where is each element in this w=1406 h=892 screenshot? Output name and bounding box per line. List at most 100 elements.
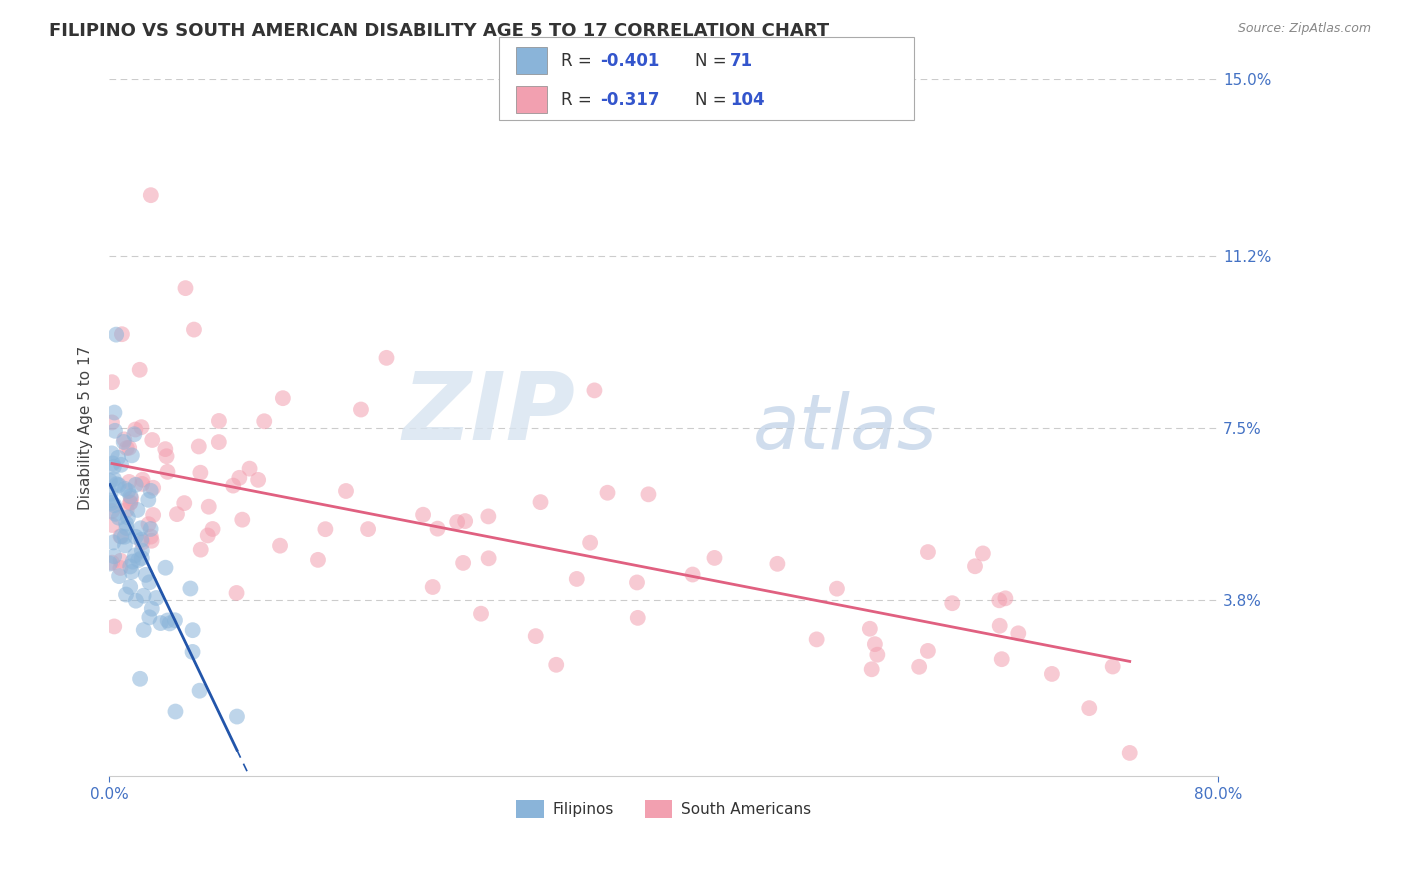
Point xyxy=(112,434,135,449)
Point xyxy=(112,433,135,447)
Point xyxy=(357,522,380,536)
Point xyxy=(121,565,143,579)
Point xyxy=(155,449,177,463)
Point xyxy=(114,482,136,496)
Point xyxy=(988,593,1011,607)
Point xyxy=(225,586,247,600)
Point xyxy=(120,491,142,506)
Y-axis label: Disability Age 5 to 17: Disability Age 5 to 17 xyxy=(79,345,93,509)
Point xyxy=(446,515,468,529)
Point xyxy=(188,683,211,698)
Point xyxy=(115,441,138,455)
Point xyxy=(963,559,986,574)
Point xyxy=(141,433,163,447)
Point xyxy=(149,615,172,630)
Point xyxy=(121,555,143,569)
Point xyxy=(478,551,501,566)
Text: N =: N = xyxy=(695,91,731,109)
Point xyxy=(1078,701,1101,715)
Point xyxy=(115,516,138,531)
Point xyxy=(100,486,122,500)
Point xyxy=(120,580,142,594)
Point xyxy=(139,188,162,202)
Point xyxy=(859,622,882,636)
Point xyxy=(627,611,650,625)
Point xyxy=(197,500,219,514)
Point xyxy=(139,522,162,536)
Point xyxy=(208,414,231,428)
Point xyxy=(546,657,568,672)
Point xyxy=(988,619,1011,633)
Point xyxy=(101,496,124,510)
Point xyxy=(103,549,125,564)
Point xyxy=(105,477,128,491)
Point xyxy=(179,582,201,596)
Point xyxy=(247,473,270,487)
Point xyxy=(596,485,619,500)
Point xyxy=(451,556,474,570)
Point xyxy=(101,504,124,518)
Point xyxy=(190,542,212,557)
Point xyxy=(103,472,125,486)
Text: atlas: atlas xyxy=(752,391,936,465)
Point xyxy=(117,510,139,524)
Point xyxy=(156,465,179,479)
Point xyxy=(110,554,132,568)
Point xyxy=(163,613,186,627)
Point xyxy=(139,530,162,544)
Point xyxy=(114,530,136,544)
Point xyxy=(529,495,551,509)
Point xyxy=(990,652,1012,666)
Point xyxy=(314,522,336,536)
Point xyxy=(121,448,143,462)
Point xyxy=(110,458,132,472)
Point xyxy=(1101,659,1123,673)
Point xyxy=(131,476,153,491)
Point xyxy=(222,478,245,492)
Point xyxy=(103,405,125,419)
Point xyxy=(174,281,197,295)
Text: -0.401: -0.401 xyxy=(600,52,659,70)
Point xyxy=(626,575,648,590)
Point xyxy=(231,513,253,527)
Point xyxy=(350,402,373,417)
Point xyxy=(972,546,994,560)
Legend: Filipinos, South Americans: Filipinos, South Americans xyxy=(510,794,817,824)
Point xyxy=(107,450,129,465)
Point xyxy=(159,616,181,631)
Point xyxy=(115,588,138,602)
Point xyxy=(124,478,146,492)
Point xyxy=(228,471,250,485)
Point xyxy=(103,459,125,474)
Point xyxy=(454,514,477,528)
Point xyxy=(426,522,449,536)
Point xyxy=(131,551,153,566)
Point xyxy=(201,522,224,536)
Point xyxy=(118,441,141,455)
Point xyxy=(917,644,939,658)
Point xyxy=(111,327,134,342)
Point xyxy=(141,533,163,548)
Point xyxy=(98,474,121,488)
Point xyxy=(103,619,125,633)
Point xyxy=(124,549,146,563)
Point xyxy=(114,538,136,552)
Point xyxy=(187,440,209,454)
Point xyxy=(125,593,148,607)
Point xyxy=(127,503,149,517)
Point xyxy=(477,509,499,524)
Point xyxy=(103,535,125,549)
Point xyxy=(139,483,162,498)
Text: ZIP: ZIP xyxy=(402,368,575,459)
Point xyxy=(142,481,165,495)
Point xyxy=(107,478,129,492)
Point xyxy=(107,510,129,524)
Point xyxy=(1007,626,1029,640)
Point xyxy=(110,529,132,543)
Point xyxy=(120,495,142,509)
Point xyxy=(181,623,204,637)
Point xyxy=(105,327,128,342)
Point xyxy=(145,591,167,605)
Point xyxy=(104,424,127,438)
Point xyxy=(166,507,188,521)
